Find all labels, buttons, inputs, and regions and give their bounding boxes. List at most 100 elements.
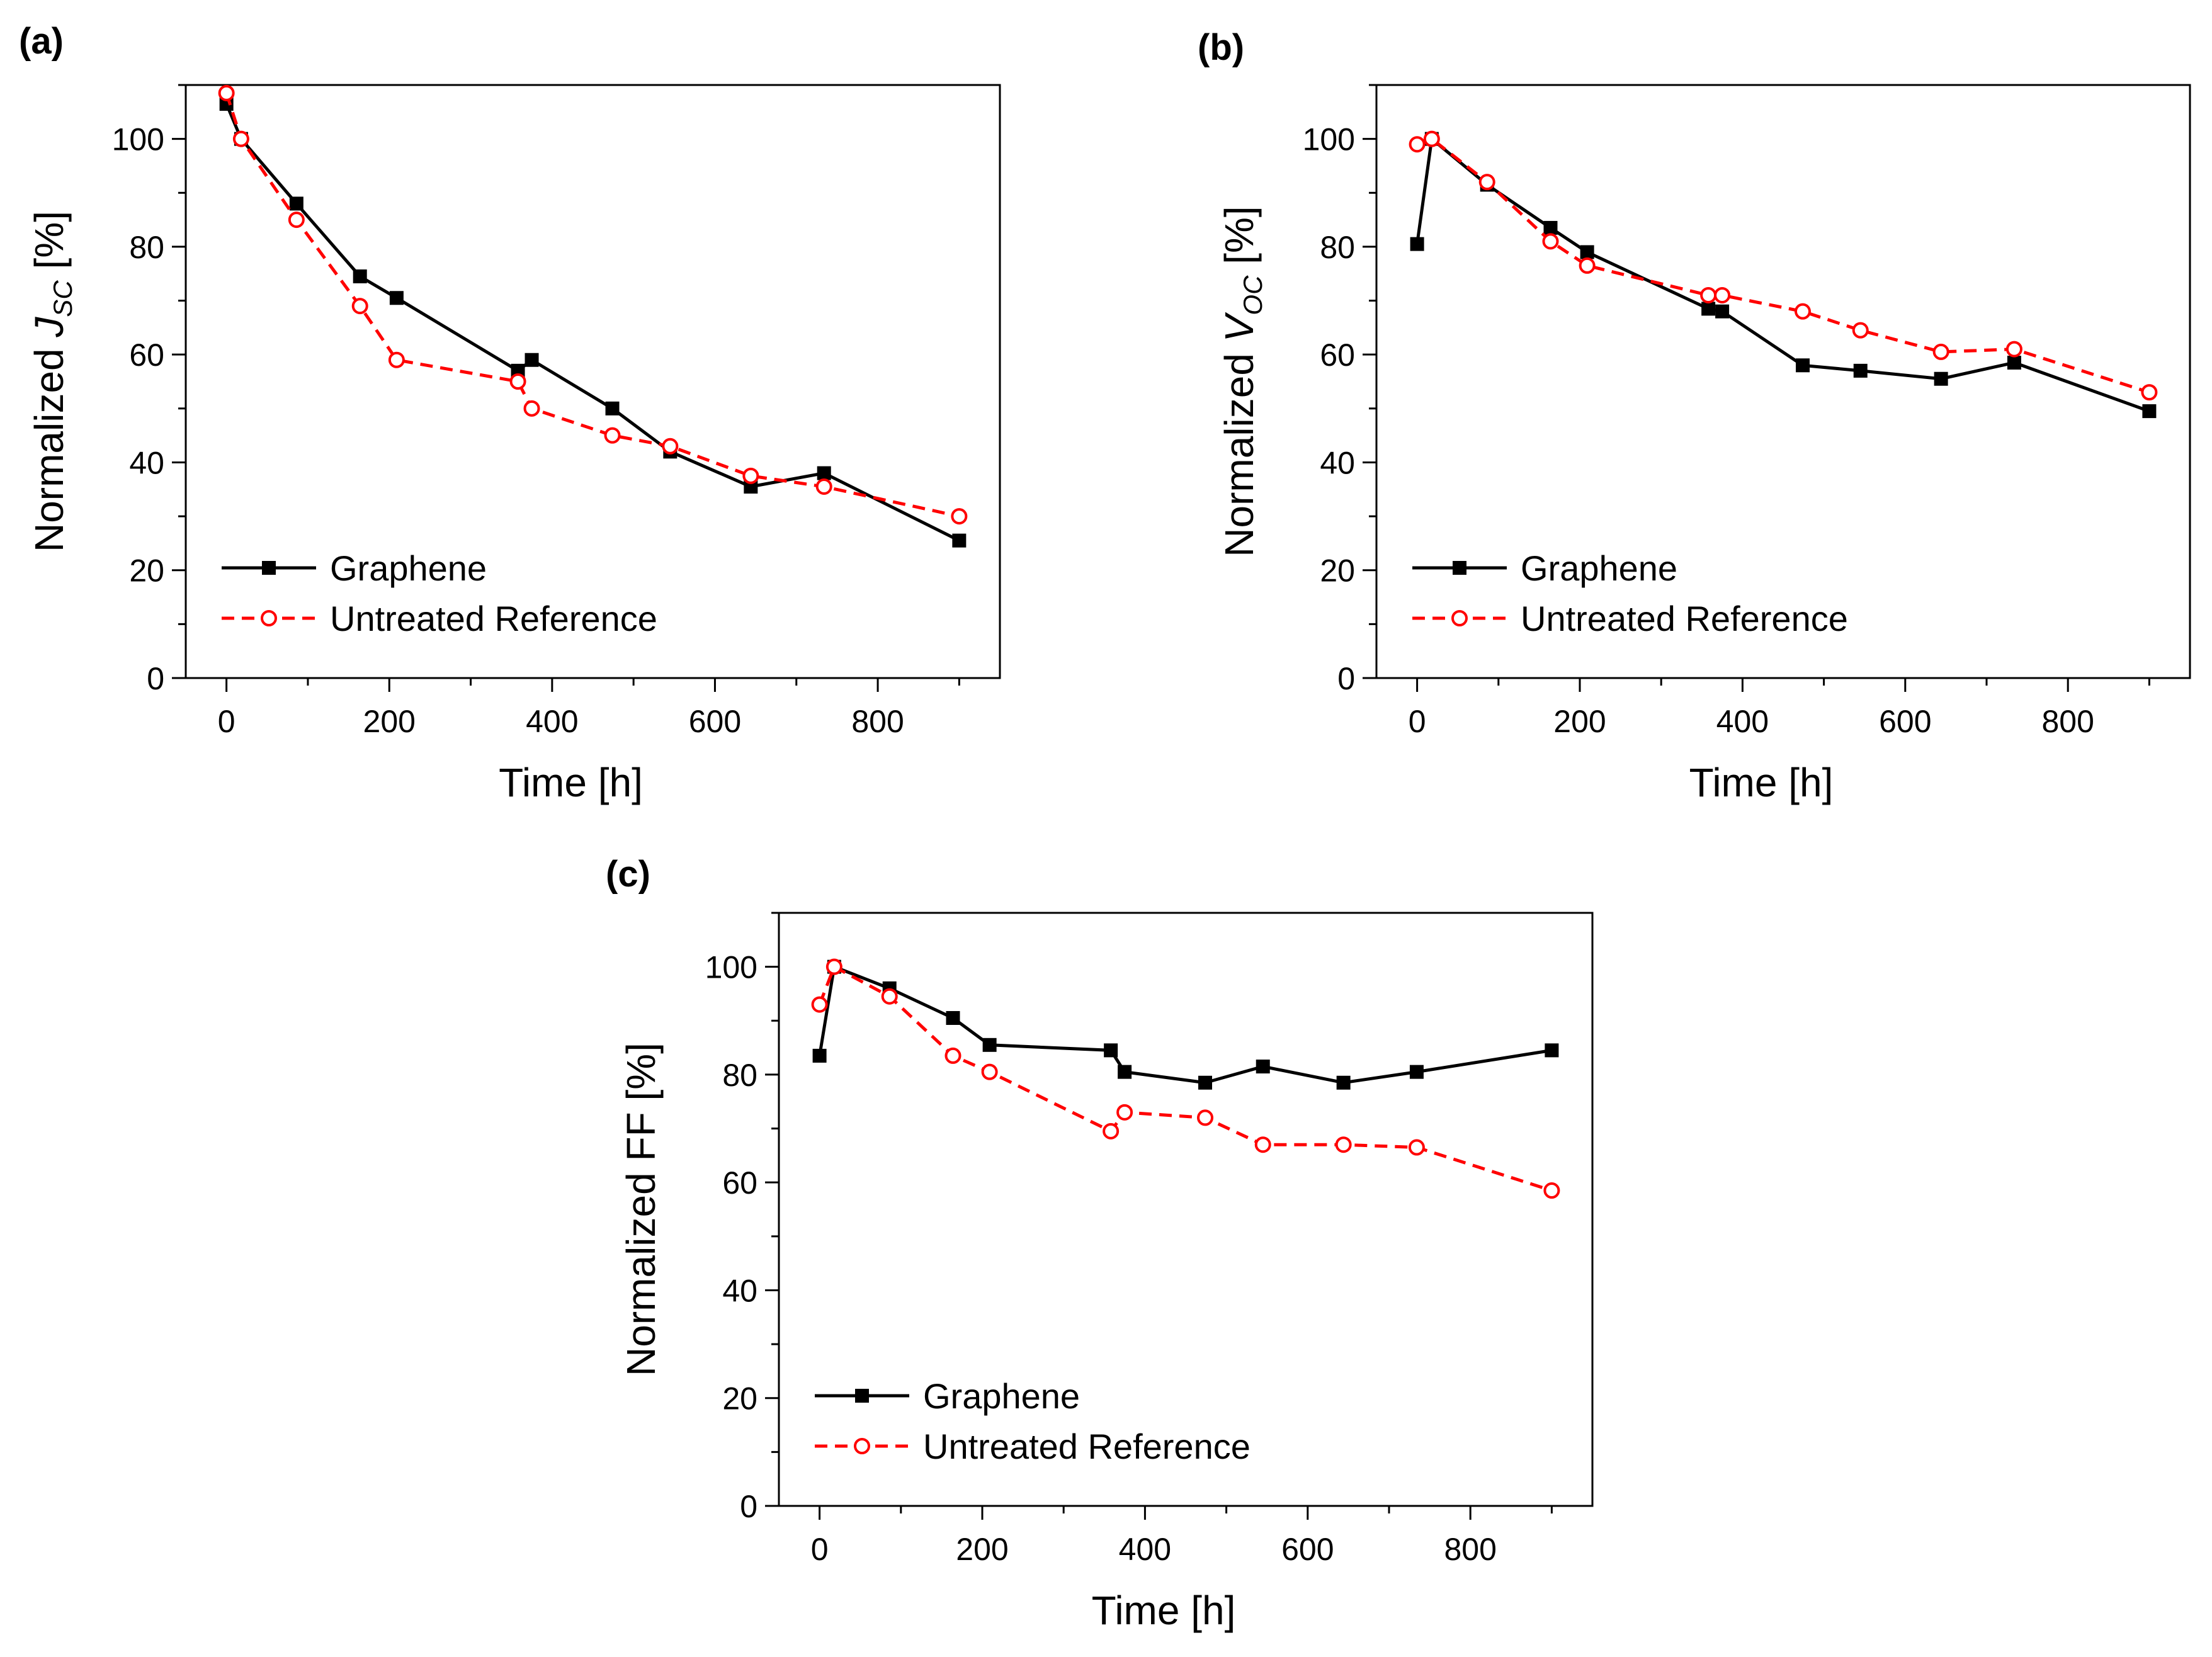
data-point (232, 130, 249, 147)
x-tick-label: 800 (851, 704, 904, 739)
y-tick-label: 60 (1320, 337, 1355, 373)
data-point (523, 400, 540, 417)
series-untreated-reference (1409, 130, 2158, 401)
data-point (1254, 1136, 1271, 1153)
series-untreated-reference (218, 84, 968, 525)
y-tick-label: 0 (147, 661, 164, 696)
y-tick-label: 60 (129, 337, 164, 373)
series-graphene (812, 959, 1559, 1090)
data-point (952, 533, 967, 548)
y-axis-label-subscript: SC (48, 280, 77, 317)
series-line (1416, 137, 2150, 394)
data-point (982, 1038, 997, 1052)
y-axis-label-unit: [%] (26, 211, 72, 280)
x-tick-label: 400 (1716, 704, 1769, 739)
data-point (1545, 1043, 1559, 1058)
data-point (1701, 302, 1716, 316)
legend: Graphene Untreated Reference (815, 1376, 1251, 1466)
y-tick-label: 100 (112, 122, 164, 157)
y-tick-label: 20 (722, 1381, 757, 1417)
y-axis-label-subscript: OC (1238, 275, 1268, 315)
data-point (944, 1047, 961, 1064)
y-axis-label-text: Normalized (1217, 342, 1262, 557)
data-point (825, 958, 842, 975)
data-point (1700, 286, 1717, 303)
y-tick-label: 40 (1320, 445, 1355, 480)
y-tick-label: 100 (1303, 122, 1355, 157)
data-point (981, 1063, 998, 1080)
x-axis-label: Time [h] (1689, 760, 1834, 805)
legend-marker (1451, 610, 1468, 626)
data-point (662, 438, 679, 455)
data-point (525, 353, 539, 367)
legend-marker (855, 1389, 869, 1403)
data-point (1932, 343, 1949, 360)
y-tick-label: 80 (129, 230, 164, 265)
data-point (1408, 1139, 1425, 1156)
data-point (946, 1010, 960, 1025)
panel-label: (b) (1198, 27, 1244, 68)
legend: Graphene Untreated Reference (1412, 548, 1848, 638)
legend-marker (1453, 561, 1466, 575)
data-point (1197, 1109, 1214, 1126)
data-point (1795, 303, 1812, 320)
data-point (1714, 286, 1731, 303)
legend-marker (261, 610, 277, 626)
data-point (1423, 130, 1440, 147)
plot-frame (184, 84, 1001, 679)
plot-frame (778, 912, 1594, 1507)
x-tick-label: 600 (689, 704, 741, 739)
series-line (818, 964, 1552, 1085)
y-tick-label: 100 (705, 950, 757, 985)
series-untreated-reference (811, 958, 1560, 1199)
data-point (605, 401, 620, 416)
y-axis-label: Normalized VOC [%] (1217, 206, 1268, 557)
series-graphene (1410, 132, 2157, 419)
series-line (818, 964, 1553, 1192)
legend-marker (262, 561, 276, 575)
x-tick-label: 0 (1409, 704, 1426, 739)
legend-label: Graphene (1521, 548, 1677, 588)
x-tick-label: 200 (956, 1532, 1008, 1567)
data-point (353, 269, 367, 284)
data-point (1934, 371, 1948, 386)
data-point (1543, 220, 1558, 235)
legend-label: Untreated Reference (330, 599, 657, 638)
panel-label: (a) (19, 21, 64, 62)
data-point (1116, 1104, 1133, 1121)
data-point (1118, 1065, 1132, 1079)
data-point (1336, 1075, 1351, 1090)
data-point (881, 988, 898, 1005)
data-point (1579, 257, 1596, 274)
y-tick-label: 0 (1337, 661, 1355, 696)
x-axis-label: Time [h] (499, 760, 643, 805)
legend: Graphene Untreated Reference (222, 548, 657, 638)
data-point (1256, 1060, 1270, 1074)
y-tick-label: 40 (129, 445, 164, 480)
data-point (289, 196, 303, 211)
y-tick-label: 20 (129, 553, 164, 589)
data-point (351, 298, 368, 315)
data-point (1478, 174, 1495, 191)
series-line (225, 103, 960, 542)
data-point (742, 467, 759, 484)
data-point (2007, 356, 2021, 370)
x-tick-label: 200 (1553, 704, 1606, 739)
x-axis-label: Time [h] (1092, 1588, 1236, 1633)
plot-frame (1375, 84, 2191, 679)
y-tick-label: 20 (1320, 553, 1355, 589)
y-tick-label: 0 (740, 1489, 757, 1524)
panel-label: (c) (606, 854, 650, 895)
data-point (1542, 233, 1559, 250)
data-point (1410, 237, 1424, 251)
chart-panel-c: (c) 0 200 400 600 800 0 20 40 60 80 100 Time [h] Norm… (606, 854, 1594, 1633)
x-tick-label: 800 (2041, 704, 2094, 739)
legend-label: Graphene (330, 548, 487, 588)
data-point (1198, 1075, 1213, 1090)
legend-label: Graphene (923, 1376, 1080, 1416)
legend-marker (854, 1438, 870, 1454)
data-point (817, 466, 831, 480)
y-tick-label: 40 (722, 1273, 757, 1308)
y-axis-label-symbol: J (26, 317, 72, 338)
